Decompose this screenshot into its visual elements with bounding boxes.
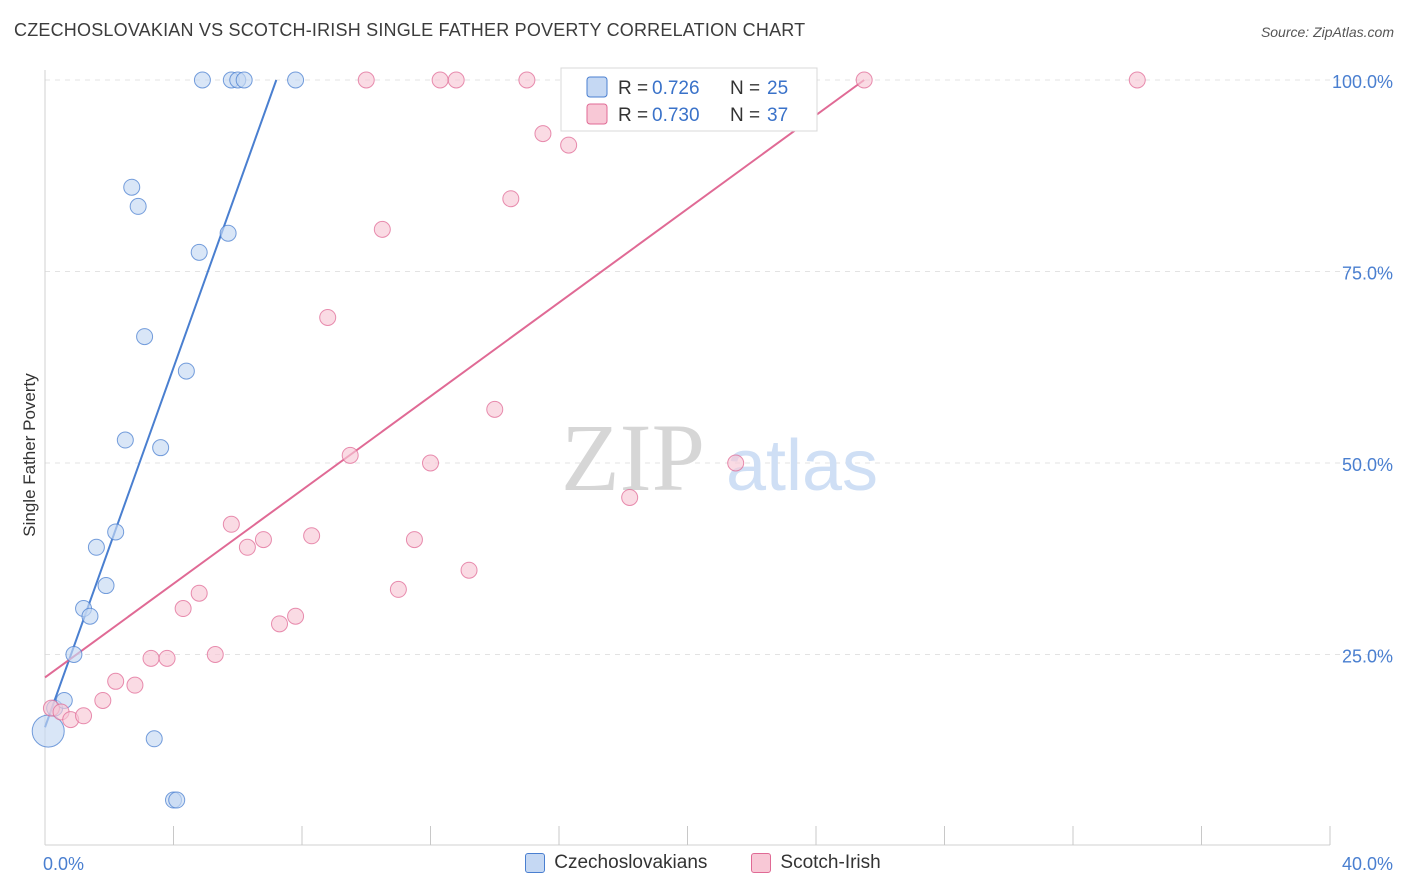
czechoslovakians-point[interactable]	[129, 197, 147, 215]
scotch-irish-point[interactable]	[373, 220, 391, 238]
x-tick-label: 40.0%	[1342, 854, 1393, 874]
czechoslovakians-point[interactable]	[65, 646, 83, 663]
legend-swatch-czechoslovakians	[586, 76, 608, 98]
czechoslovakians-point[interactable]	[136, 328, 154, 346]
czechoslovakians-trendline	[44, 79, 278, 728]
legend-r-label: R =	[618, 78, 648, 99]
scotch-irish-point[interactable]	[206, 646, 224, 663]
chart-title: CZECHOSLOVAKIAN VS SCOTCH-IRISH SINGLE F…	[14, 20, 806, 40]
legend-label-czechoslovakians: Czechoslovakians	[554, 852, 708, 873]
scotch-irish-point[interactable]	[1128, 71, 1146, 89]
scotch-irish-point[interactable]	[534, 125, 552, 143]
czechoslovakians-point[interactable]	[287, 71, 305, 89]
scotch-irish-point[interactable]	[254, 531, 272, 549]
y-tick-label: 25.0%	[1342, 647, 1393, 667]
scotch-irish-point[interactable]	[518, 71, 536, 89]
scotch-irish-point[interactable]	[422, 454, 439, 472]
scotch-irish-point[interactable]	[126, 676, 144, 694]
legend-r-value: 0.730	[652, 105, 700, 126]
scotch-irish-point[interactable]	[621, 488, 639, 506]
czechoslovakians-point[interactable]	[81, 607, 99, 625]
scotch-irish-point[interactable]	[107, 672, 125, 690]
y-tick-labels: 25.0% 50.0% 75.0% 100.0%	[1332, 72, 1393, 667]
stats-legend: R = 0.726 N = 25 R = 0.730 N = 37	[560, 67, 818, 132]
legend-n-label: N =	[730, 105, 760, 126]
x-tick-label: 0.0%	[43, 854, 84, 874]
y-tick-label: 50.0%	[1342, 455, 1393, 475]
czechoslovakians-point[interactable]	[145, 730, 163, 748]
source-label: Source: ZipAtlas.com	[1260, 24, 1394, 40]
scotch-irish-point[interactable]	[158, 649, 176, 667]
y-axis-title: Single Father Poverty	[20, 373, 39, 537]
scotch-irish-point[interactable]	[357, 71, 375, 89]
scotch-irish-point[interactable]	[287, 607, 305, 625]
scotch-irish-point[interactable]	[94, 691, 112, 709]
watermark-atlas: atlas	[726, 426, 878, 506]
legend-r-value: 0.726	[652, 78, 700, 99]
czechoslovakians-point[interactable]	[97, 577, 115, 595]
czechoslovakians-point[interactable]	[123, 178, 141, 196]
scotch-irish-point[interactable]	[460, 561, 478, 579]
czechoslovakians-point[interactable]	[116, 431, 134, 449]
scotch-irish-point[interactable]	[319, 308, 337, 326]
scotch-irish-point[interactable]	[341, 446, 359, 464]
scotch-irish-point[interactable]	[271, 615, 289, 633]
czechoslovakians-point[interactable]	[152, 439, 170, 457]
scotch-irish-point[interactable]	[222, 515, 240, 533]
legend-n-label: N =	[730, 78, 760, 99]
axes	[44, 70, 1331, 846]
gridlines	[45, 79, 1392, 655]
scotch-irish-point[interactable]	[303, 527, 321, 545]
y-tick-label: 75.0%	[1342, 264, 1393, 284]
czechoslovakians-point[interactable]	[190, 243, 208, 261]
legend-n-value: 37	[767, 105, 788, 126]
scotch-irish-point[interactable]	[727, 454, 745, 472]
czechoslovakians-point[interactable]	[177, 362, 195, 380]
legend-r-label: R =	[618, 105, 648, 126]
czechoslovakians-point[interactable]	[168, 791, 186, 809]
czechoslovakians-point[interactable]	[107, 523, 125, 541]
legend-label-scotch-irish: Scotch-Irish	[780, 852, 881, 873]
scotch-irish-point[interactable]	[447, 71, 465, 89]
scotch-irish-point[interactable]	[75, 707, 93, 725]
czechoslovakians-point[interactable]	[219, 224, 237, 242]
scotch-irish-point[interactable]	[486, 400, 504, 418]
legend-item-scotch-irish[interactable]: Scotch-Irish	[751, 852, 881, 874]
scotch-irish-point[interactable]	[174, 600, 192, 618]
x-tick-labels: 0.0% 40.0%	[43, 854, 1393, 874]
scotch-irish-point[interactable]	[405, 531, 423, 549]
scotch-irish-point[interactable]	[142, 649, 160, 667]
scotch-irish-point[interactable]	[431, 71, 449, 89]
scotch-irish-point[interactable]	[560, 136, 578, 154]
legend-item-czechoslovakians[interactable]: Czechoslovakians	[525, 852, 707, 874]
scotch-irish-point[interactable]	[389, 580, 407, 598]
scotch-irish-trendline	[44, 79, 865, 679]
legend-swatch-scotch-irish	[586, 103, 608, 125]
legend-swatch-pink	[751, 853, 772, 873]
data-points	[31, 71, 1146, 809]
czechoslovakians-point[interactable]	[87, 538, 105, 556]
scotch-irish-point[interactable]	[502, 190, 520, 208]
czechoslovakians-point[interactable]	[235, 71, 253, 89]
trendlines	[44, 79, 865, 728]
czechoslovakians-point[interactable]	[193, 71, 211, 89]
scotch-irish-point[interactable]	[190, 584, 208, 602]
series-legend: Czechoslovakians Scotch-Irish	[0, 852, 1406, 874]
scotch-irish-point[interactable]	[238, 538, 256, 556]
y-tick-label: 100.0%	[1332, 72, 1393, 92]
legend-swatch-blue	[525, 853, 546, 873]
legend-n-value: 25	[767, 78, 788, 99]
scotch-irish-point[interactable]	[855, 71, 873, 89]
